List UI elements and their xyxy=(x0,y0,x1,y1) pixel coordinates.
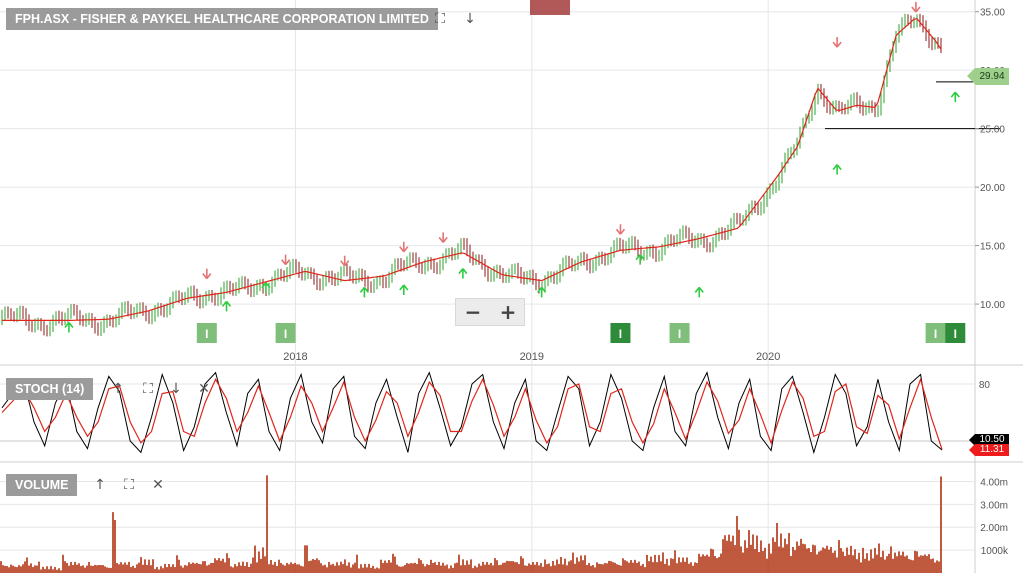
buy-signal-arrow xyxy=(458,268,468,279)
stoch-d-tag: 11.31 xyxy=(969,444,1009,456)
event-badge xyxy=(275,323,296,343)
sell-signal-arrow xyxy=(340,255,350,267)
sell-signal-arrow xyxy=(911,2,921,13)
sell-signal-arrow xyxy=(832,37,842,48)
zoom-out-button[interactable]: − xyxy=(464,300,482,324)
volume-tick-label: 3.00m xyxy=(980,500,1008,511)
volume-tick-label: 1000k xyxy=(981,546,1009,557)
y-tick-label: 15.00 xyxy=(980,242,1005,253)
event-badge xyxy=(669,323,690,343)
event-badge-label: I xyxy=(619,327,622,341)
close-icon[interactable]: ✕ xyxy=(152,477,164,493)
x-tick-label: 2020 xyxy=(756,351,780,363)
fullscreen-icon[interactable]: ⛶ xyxy=(143,381,153,397)
close-icon[interactable]: ✕ xyxy=(198,381,210,397)
event-badge-label: I xyxy=(284,327,287,341)
volume-tick-label: 2.00m xyxy=(980,523,1008,534)
stoch-d-line xyxy=(1,377,943,450)
buy-signal-arrow xyxy=(261,282,271,293)
buy-signal-arrow xyxy=(221,300,232,312)
buy-signal-arrow xyxy=(832,164,842,175)
event-badge xyxy=(610,323,631,343)
y-tick-label: 10.00 xyxy=(980,300,1005,311)
sell-signal-arrow xyxy=(615,224,626,235)
stoch-series xyxy=(1,371,943,455)
sell-signal-arrow xyxy=(202,268,212,280)
zoom-controls: − + xyxy=(455,298,525,326)
arrow-down-icon[interactable]: ↓ xyxy=(464,11,476,27)
y-tick-label: 35.00 xyxy=(980,8,1005,19)
event-badge xyxy=(196,323,217,343)
stoch-k-tag: 10.50 xyxy=(969,434,1009,446)
arrow-down-icon[interactable]: ↓ xyxy=(170,381,182,397)
buy-signal-arrow xyxy=(399,284,409,296)
y-tick-label: 20.00 xyxy=(980,183,1005,194)
sell-signal-arrow xyxy=(280,254,291,266)
last-price-tag: 29.94 xyxy=(967,68,1009,85)
sell-signal-arrow xyxy=(399,241,409,253)
buy-signal-arrow xyxy=(950,91,960,103)
event-badge xyxy=(945,323,966,343)
volume-tick-label: 4.00m xyxy=(980,477,1008,488)
buy-signal-arrow xyxy=(537,286,547,298)
range-marker[interactable] xyxy=(530,0,570,15)
arrow-up-icon[interactable]: ↑ xyxy=(94,477,106,493)
stoch-tick-label: 80 xyxy=(979,380,991,391)
y-tick-label: 25.00 xyxy=(980,125,1005,136)
event-badge xyxy=(925,323,946,343)
buy-signal-arrow xyxy=(694,286,704,298)
event-badge-label: I xyxy=(954,327,957,341)
event-badge-label: I xyxy=(934,327,937,341)
buy-signal-arrow xyxy=(64,321,74,333)
moving-average-line xyxy=(2,18,942,321)
zoom-in-button[interactable]: + xyxy=(499,300,517,324)
buy-signal-arrow xyxy=(359,286,370,298)
volume-series xyxy=(0,475,942,573)
buy-signal-arrow xyxy=(635,254,645,265)
event-badge-label: I xyxy=(678,327,681,341)
volume-panel-label: VOLUME xyxy=(6,474,78,496)
fullscreen-icon[interactable]: ⛶ xyxy=(435,11,445,27)
event-badge-label: I xyxy=(205,327,208,341)
stoch-panel-label: STOCH (14) xyxy=(6,378,94,400)
arrow-up-icon[interactable]: ↑ xyxy=(112,381,124,397)
x-tick-label: 2019 xyxy=(520,351,544,363)
x-tick-label: 2018 xyxy=(283,351,307,363)
fullscreen-icon[interactable]: ⛶ xyxy=(124,477,134,493)
stoch-k-line xyxy=(1,371,943,455)
sell-signal-arrow xyxy=(438,232,448,243)
chart-title: FPH.ASX - FISHER & PAYKEL HEALTHCARE COR… xyxy=(6,8,438,30)
